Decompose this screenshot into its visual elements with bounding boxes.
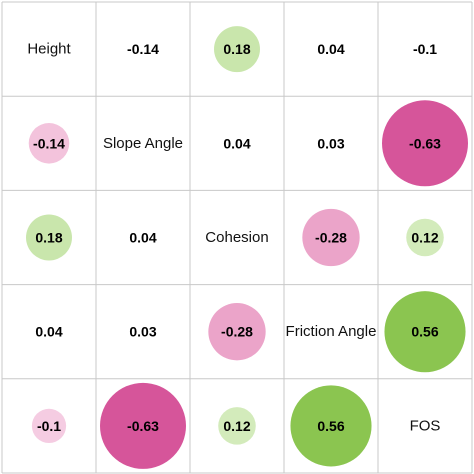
correlation-circle-cohesion-friction-angle <box>302 208 360 267</box>
correlation-value-label: -0.28 <box>315 230 347 246</box>
variable-label: Friction Angle <box>286 323 377 340</box>
correlation-circles <box>26 26 468 469</box>
correlation-circle-fos-slope-angle <box>100 382 186 469</box>
correlation-circle-cohesion-fos <box>406 218 444 257</box>
correlation-circle-cohesion-height <box>26 214 72 261</box>
correlation-circle-fos-friction-angle <box>290 385 372 467</box>
correlation-circle-friction-angle-fos <box>384 291 466 373</box>
variable-label: Slope Angle <box>103 135 183 152</box>
correlation-value-label: -0.1 <box>413 41 437 57</box>
correlation-value-label: 0.04 <box>223 135 250 151</box>
correlation-circle-friction-angle-cohesion <box>208 303 266 361</box>
correlation-value-label: 0.12 <box>411 230 438 246</box>
correlation-value-label: 0.03 <box>129 324 156 340</box>
variable-label: FOS <box>410 417 441 434</box>
correlation-value-label: 0.04 <box>129 230 156 246</box>
correlation-circle-height-cohesion <box>214 26 260 73</box>
variable-label: Height <box>27 41 71 58</box>
correlation-value-label: 0.03 <box>317 135 344 151</box>
correlation-value-label: 0.18 <box>223 41 250 57</box>
correlation-value-label: 0.56 <box>317 418 344 434</box>
variable-label: Cohesion <box>205 229 268 246</box>
correlation-value-label: 0.12 <box>223 418 250 434</box>
correlation-circle-fos-height <box>31 408 67 444</box>
correlation-value-label: -0.63 <box>409 135 441 151</box>
cell-labels: Height -0.14 0.18 0.04 -0.1 -0.14 Slope Angle 0… <box>27 41 441 435</box>
correlation-circle-fos-cohesion <box>218 407 256 445</box>
correlation-value-label: -0.14 <box>33 135 65 151</box>
correlation-value-label: -0.14 <box>127 41 159 57</box>
correlation-value-label: 0.56 <box>411 324 438 340</box>
correlation-circle-slope-angle-height <box>28 123 70 164</box>
correlation-circle-slope-angle-fos <box>382 100 468 187</box>
correlation-value-label: 0.18 <box>35 230 62 246</box>
correlation-value-label: 0.04 <box>35 324 62 340</box>
correlation-value-label: 0.04 <box>317 41 344 57</box>
correlation-value-label: -0.1 <box>37 418 61 434</box>
correlation-value-label: -0.28 <box>221 324 253 340</box>
correlation-value-label: -0.63 <box>127 418 159 434</box>
